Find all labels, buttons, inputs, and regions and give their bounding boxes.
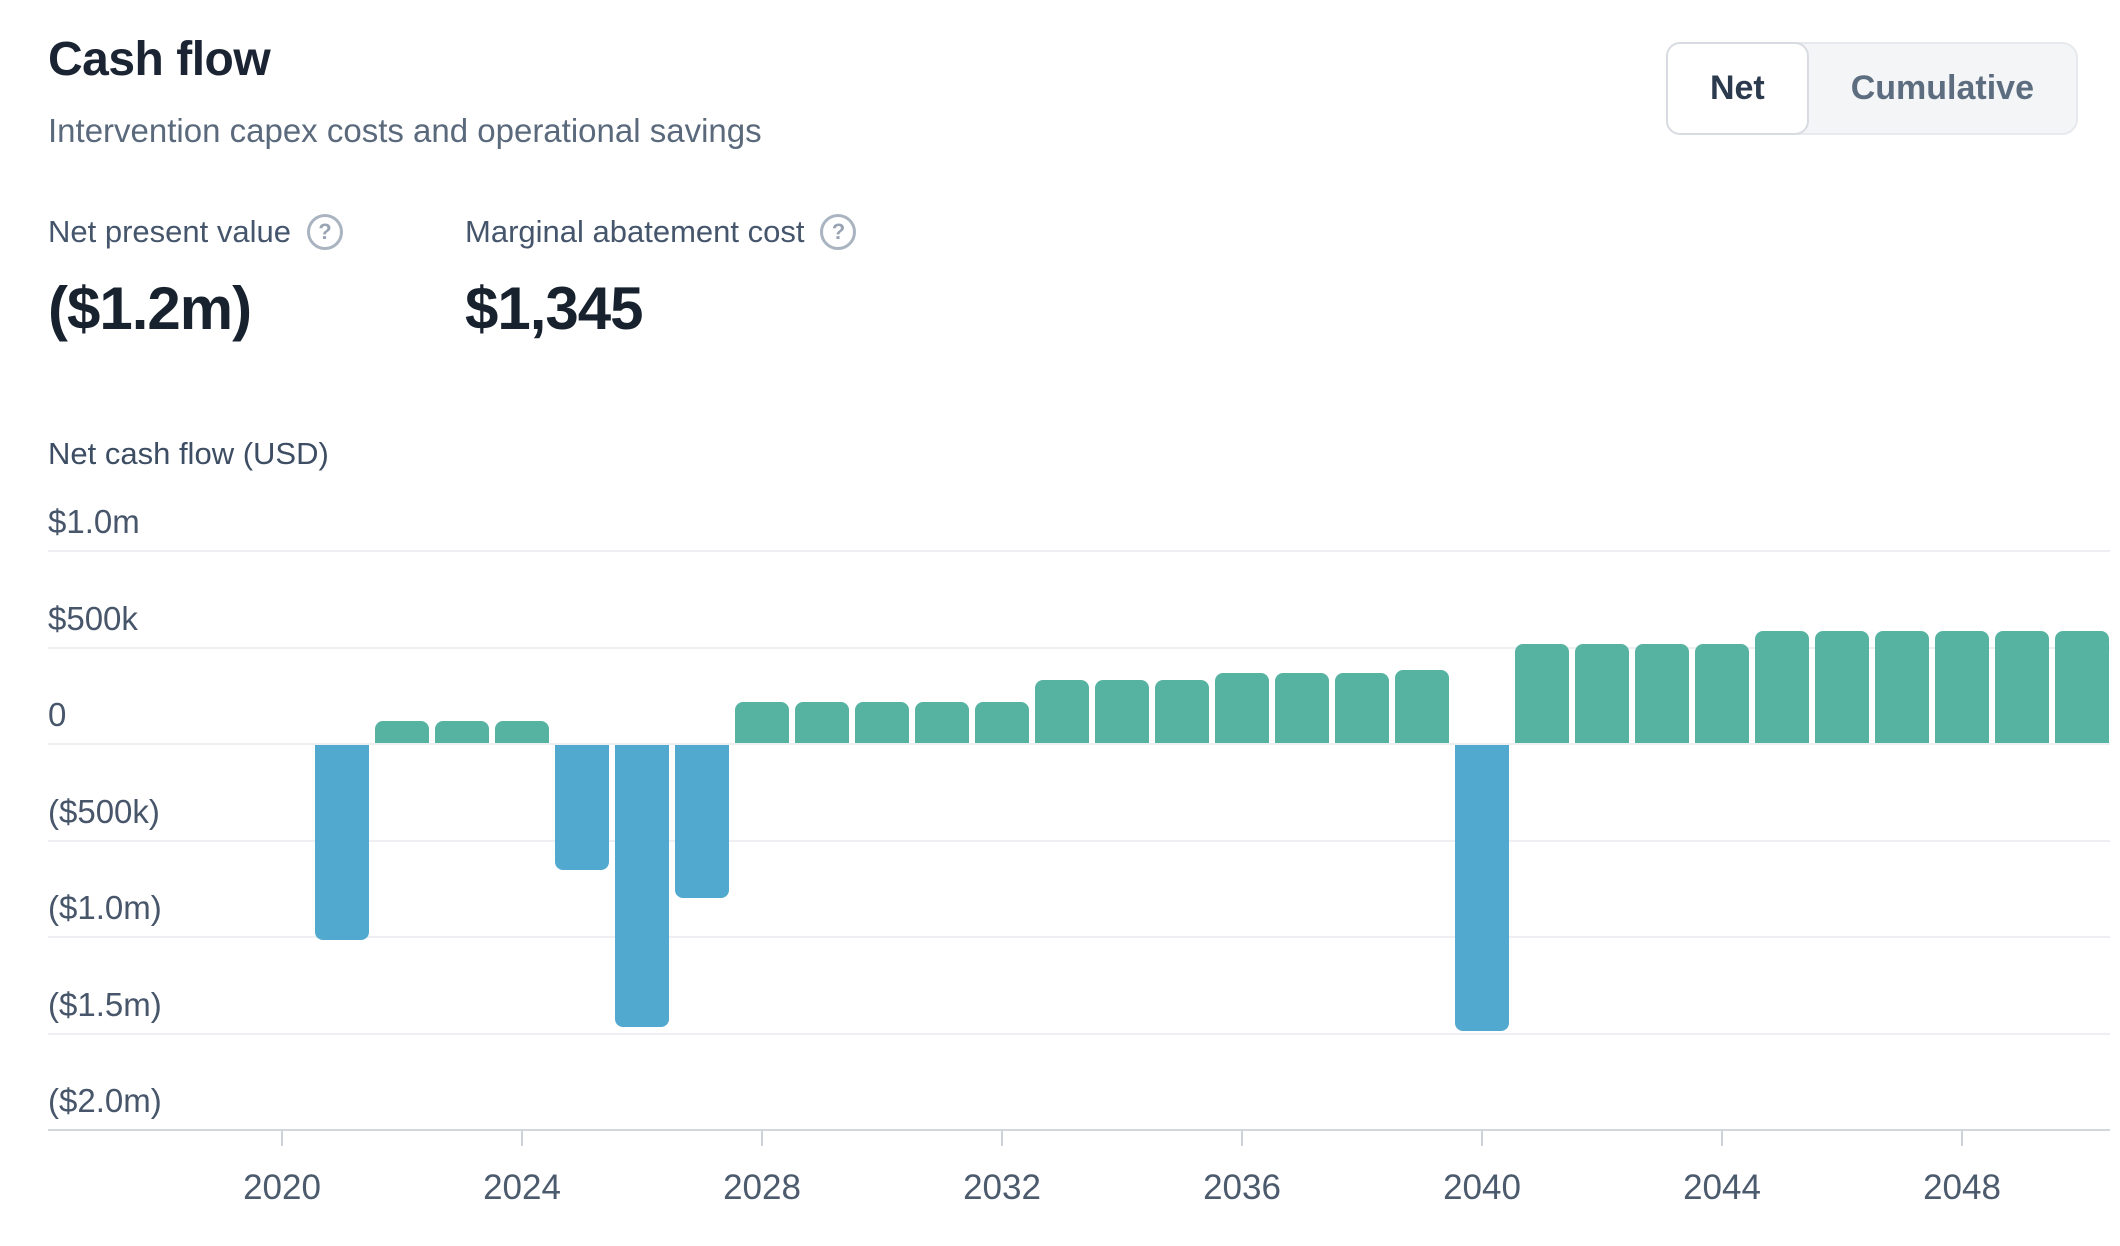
metric-net-present-value: Net present value ? ($1.2m) [48, 214, 343, 343]
bar-2049[interactable] [1995, 631, 2049, 743]
x-tick-mark [1241, 1131, 1243, 1146]
bar-2033[interactable] [1035, 680, 1089, 743]
x-tick-label: 2020 [243, 1168, 321, 1207]
metric-label: Marginal abatement cost ? [465, 214, 857, 250]
gridline [48, 839, 2110, 842]
bar-2048[interactable] [1935, 631, 1989, 743]
y-tick-label: $500k [48, 599, 138, 637]
gridline [48, 743, 2110, 745]
x-tick-mark [281, 1131, 283, 1146]
page-subtitle: Intervention capex costs and operational… [48, 112, 762, 149]
bar-2027[interactable] [675, 745, 729, 899]
toggle-option-net[interactable]: Net [1665, 42, 1809, 135]
bar-2032[interactable] [975, 701, 1029, 743]
bar-2043[interactable] [1635, 643, 1689, 743]
gridline [48, 1032, 2110, 1035]
bar-2031[interactable] [915, 701, 969, 743]
bar-2036[interactable] [1215, 672, 1269, 743]
question-circle-icon[interactable]: ? [306, 214, 343, 250]
bar-2039[interactable] [1395, 669, 1449, 743]
x-tick-label: 2028 [723, 1168, 801, 1207]
bar-2037[interactable] [1275, 672, 1329, 743]
x-tick-label: 2044 [1683, 1168, 1761, 1207]
x-tick-label: 2040 [1443, 1168, 1521, 1207]
gridline [48, 936, 2110, 938]
bar-2034[interactable] [1095, 680, 1149, 743]
metric-marginal-abatement-cost: Marginal abatement cost ? $1,345 [465, 214, 857, 343]
x-tick-mark [761, 1131, 763, 1146]
x-tick-mark [1721, 1131, 1723, 1146]
net-cumulative-toggle[interactable]: Net Cumulative [1665, 42, 2078, 135]
x-tick-label: 2024 [483, 1168, 561, 1207]
y-tick-label: $1.0m [48, 503, 140, 540]
gridline [48, 646, 2110, 649]
bar-2040[interactable] [1455, 745, 1509, 1031]
bar-2026[interactable] [615, 745, 669, 1027]
bar-2029[interactable] [795, 701, 849, 743]
bar-2028[interactable] [735, 701, 789, 743]
bar-2035[interactable] [1155, 680, 1209, 743]
question-circle-icon[interactable]: ? [820, 214, 857, 250]
x-tick-label: 2048 [1923, 1168, 2001, 1207]
bar-2050[interactable] [2055, 631, 2109, 743]
y-tick-label: ($1.0m) [48, 889, 162, 926]
bar-2044[interactable] [1695, 643, 1749, 743]
x-tick-label: 2032 [963, 1168, 1041, 1207]
x-tick-label: 2036 [1203, 1168, 1281, 1207]
y-tick-label: ($1.5m) [48, 985, 162, 1023]
gridline [48, 550, 2110, 552]
bar-2038[interactable] [1335, 672, 1389, 743]
metric-value: $1,345 [465, 275, 644, 342]
x-tick-mark [1001, 1131, 1003, 1146]
x-axis-line [48, 1129, 2110, 1131]
bar-2025[interactable] [555, 745, 609, 871]
x-tick-mark [521, 1131, 523, 1146]
x-tick-mark [1481, 1131, 1483, 1146]
x-tick-mark [1961, 1131, 1963, 1146]
metric-label-text: Net present value [48, 214, 291, 249]
bar-2041[interactable] [1515, 643, 1569, 743]
metric-label: Net present value ? [48, 214, 343, 250]
y-tick-label: ($2.0m) [48, 1082, 162, 1119]
y-tick-label: 0 [48, 696, 67, 733]
bar-2021[interactable] [315, 745, 369, 940]
bar-2022[interactable] [375, 720, 429, 743]
page-title: Cash flow [48, 33, 271, 86]
bar-2046[interactable] [1815, 631, 1869, 743]
chart-y-axis-title: Net cash flow (USD) [48, 436, 329, 471]
toggle-option-cumulative[interactable]: Cumulative [1850, 69, 2034, 107]
bar-2045[interactable] [1755, 631, 1809, 743]
metric-label-text: Marginal abatement cost [465, 214, 805, 249]
bar-2042[interactable] [1575, 643, 1629, 743]
bar-2030[interactable] [855, 701, 909, 743]
metric-value: ($1.2m) [48, 275, 252, 342]
bar-2023[interactable] [435, 720, 489, 743]
y-tick-label: ($500k) [48, 792, 160, 830]
bar-2047[interactable] [1875, 631, 1929, 743]
bar-2024[interactable] [495, 720, 549, 743]
